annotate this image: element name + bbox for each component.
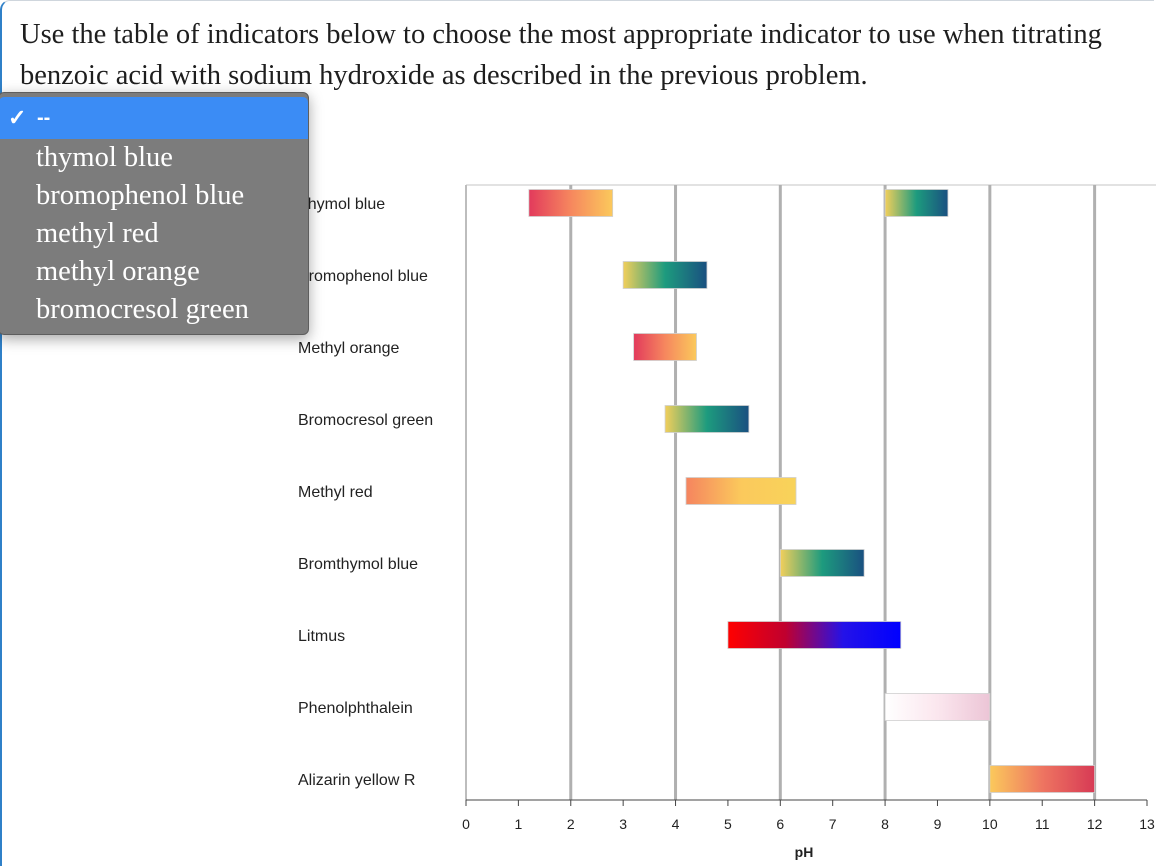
indicator-label: Litmus xyxy=(298,628,345,645)
x-tick-label-13: 13 xyxy=(1139,816,1155,832)
transition-range-bar xyxy=(664,405,750,433)
indicator-label: Alizarin yellow R xyxy=(298,772,415,789)
x-tick-label-2: 2 xyxy=(567,816,575,832)
dropdown-option-thymol-blue[interactable]: thymol blue xyxy=(36,142,173,173)
dropdown-option-bromophenol-blue[interactable]: bromophenol blue xyxy=(36,180,245,211)
indicator-label: Methyl orange xyxy=(298,340,399,357)
x-tick-label-8: 8 xyxy=(881,816,889,832)
indicator-label: Thymol blue xyxy=(298,196,385,213)
checkmark-icon: ✓ xyxy=(8,105,27,130)
x-tick-label-5: 5 xyxy=(724,816,732,832)
dropdown-option-methyl-red[interactable]: methyl red xyxy=(36,218,159,249)
x-tick-label-3: 3 xyxy=(619,816,627,832)
transition-range-bar xyxy=(633,333,697,361)
transition-range-bar xyxy=(685,477,797,505)
x-tick-label-9: 9 xyxy=(934,816,942,832)
indicator-label: Phenolphthalein xyxy=(298,700,413,717)
question-text: Use the table of indicators below to cho… xyxy=(20,19,1102,91)
transition-range-bar xyxy=(884,693,991,721)
indicator-label: Methyl red xyxy=(298,484,373,501)
x-tick-label-6: 6 xyxy=(776,816,784,832)
indicator-label: Bromophenol blue xyxy=(298,268,428,285)
transition-range-bar xyxy=(622,261,708,289)
x-tick-label-11: 11 xyxy=(1035,816,1050,832)
indicator-label: Bromthymol blue xyxy=(298,556,418,573)
indicator-select-menu[interactable]: ✓ -- thymol blue bromophenol blue methyl… xyxy=(0,92,309,335)
dropdown-option-label: -- xyxy=(37,107,51,129)
x-tick-label-10: 10 xyxy=(982,816,998,832)
transition-range-bar xyxy=(779,549,865,577)
indicator-label: Bromocresol green xyxy=(298,412,433,429)
dropdown-option-selected[interactable]: ✓ -- xyxy=(0,97,308,139)
transition-range-bar xyxy=(528,189,614,217)
dropdown-option-methyl-orange[interactable]: methyl orange xyxy=(36,256,200,287)
dropdown-option-bromocresol-green[interactable]: bromocresol green xyxy=(36,294,249,325)
x-tick-label-4: 4 xyxy=(672,816,680,832)
transition-range-bar xyxy=(727,621,902,649)
x-axis-title: pH xyxy=(795,844,814,860)
x-tick-label-0: 0 xyxy=(462,816,470,832)
x-tick-label-1: 1 xyxy=(514,816,522,832)
transition-range-bar xyxy=(989,765,1096,793)
x-tick-label-12: 12 xyxy=(1087,816,1103,832)
x-tick-label-7: 7 xyxy=(829,816,837,832)
transition-range-bar xyxy=(884,189,949,217)
